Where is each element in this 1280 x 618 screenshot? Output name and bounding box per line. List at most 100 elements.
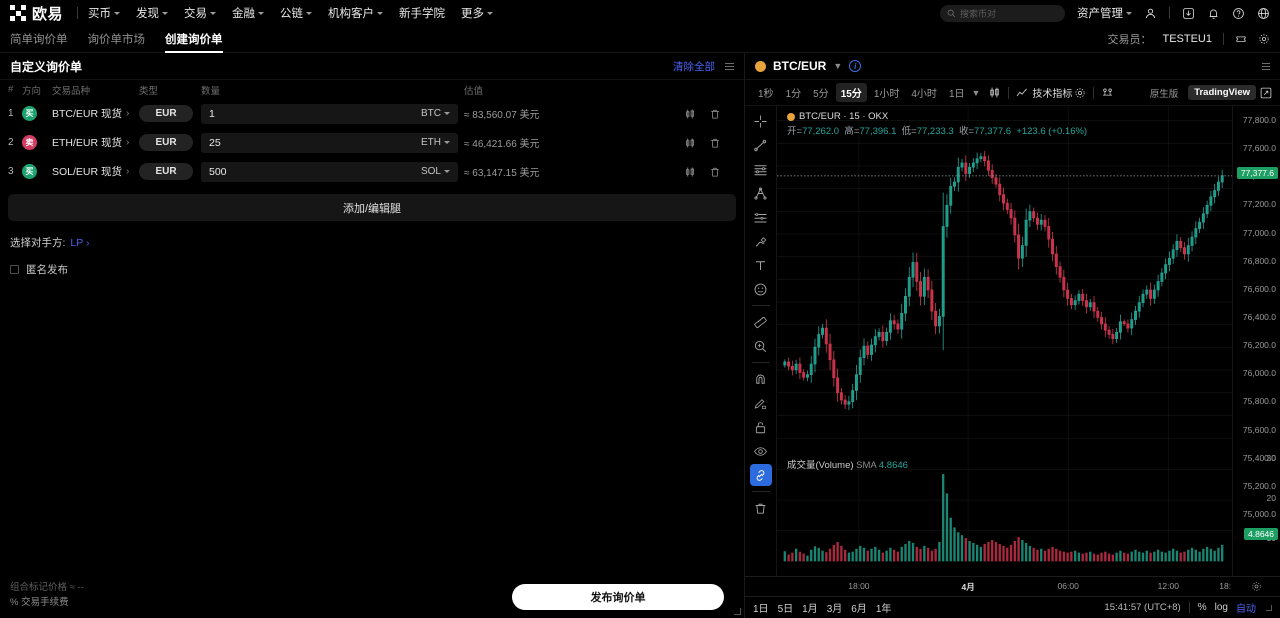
direction-badge-buy[interactable]: 买 bbox=[22, 106, 37, 121]
range-3mo[interactable]: 3月 bbox=[826, 604, 843, 615]
counterparty-selector[interactable]: LP › bbox=[70, 236, 90, 249]
anonymous-checkbox[interactable] bbox=[10, 265, 19, 274]
direction-cell[interactable]: 买 bbox=[22, 164, 52, 179]
zoom-icon[interactable] bbox=[750, 335, 772, 357]
nav-item-academy[interactable]: 新手学院 bbox=[399, 5, 445, 21]
trend-line-icon[interactable] bbox=[750, 134, 772, 156]
tab-create-rfq[interactable]: 创建询价单 bbox=[165, 26, 223, 53]
clear-all-button[interactable]: 清除全部 bbox=[673, 60, 715, 73]
nav-item-institutional[interactable]: 机构客户 bbox=[328, 5, 384, 21]
direction-badge-buy[interactable]: 买 bbox=[22, 164, 37, 179]
link-icon[interactable] bbox=[749, 464, 772, 486]
range-6mo[interactable]: 6月 bbox=[851, 604, 867, 615]
view-tab-native[interactable]: 原生版 bbox=[1149, 88, 1179, 100]
chevron-down-icon[interactable]: ▼ bbox=[833, 61, 843, 71]
brand-logo[interactable]: 欧易 bbox=[10, 3, 63, 24]
direction-cell[interactable]: 买 bbox=[22, 106, 52, 121]
range-1d[interactable]: 1日 bbox=[753, 604, 769, 615]
nav-item-more[interactable]: 更多 bbox=[461, 5, 494, 21]
type-pill[interactable]: EUR bbox=[139, 134, 193, 151]
time-axis-settings[interactable] bbox=[1232, 577, 1280, 596]
log-scale-toggle[interactable]: log bbox=[1214, 602, 1228, 613]
chart-settings-icon[interactable] bbox=[1074, 87, 1086, 99]
quantity-input[interactable]: 500 SOL bbox=[201, 161, 458, 182]
percent-scale-toggle[interactable]: % bbox=[1197, 602, 1207, 613]
ticket-icon[interactable] bbox=[1235, 33, 1247, 45]
nav-item-trade[interactable]: 交易 bbox=[184, 5, 217, 21]
ruler-icon[interactable] bbox=[750, 311, 772, 333]
candlestick-icon[interactable] bbox=[684, 166, 696, 178]
brush-icon[interactable] bbox=[750, 230, 772, 252]
publish-rfq-button[interactable]: 发布询价单 bbox=[512, 584, 724, 610]
tf-1m[interactable]: 1分 bbox=[785, 89, 802, 100]
tf-1h[interactable]: 1小时 bbox=[873, 89, 900, 100]
range-1y[interactable]: 1年 bbox=[875, 604, 892, 615]
quantity-input[interactable]: 1 BTC bbox=[201, 103, 458, 124]
chart-plot-area[interactable]: BTC/EUR · 15 · OKX 开=77,262.0 高=77,396.1… bbox=[777, 106, 1232, 576]
symbol-selector[interactable]: BTC/EUR 现货 › bbox=[52, 106, 139, 121]
tf-5m[interactable]: 5分 bbox=[813, 89, 829, 100]
delete-row-icon[interactable] bbox=[709, 137, 721, 149]
quantity-unit-dropdown[interactable]: SOL bbox=[421, 166, 450, 177]
magnet-icon[interactable] bbox=[750, 368, 772, 390]
tf-15m[interactable]: 15分 bbox=[835, 83, 867, 102]
pitchfork-icon[interactable] bbox=[750, 182, 772, 204]
delete-row-icon[interactable] bbox=[709, 108, 721, 120]
snapshot-icon[interactable] bbox=[1101, 86, 1114, 99]
user-icon[interactable] bbox=[1144, 7, 1157, 20]
range-5d[interactable]: 5日 bbox=[777, 604, 794, 615]
horizontal-lines-icon[interactable] bbox=[750, 158, 772, 180]
globe-icon[interactable] bbox=[1257, 7, 1270, 20]
technical-indicators-button[interactable]: 技术指标 bbox=[1016, 85, 1072, 100]
tf-1s[interactable]: 1秒 bbox=[758, 89, 774, 100]
resize-handle[interactable] bbox=[734, 608, 741, 615]
tab-simple-rfq[interactable]: 简单询价单 bbox=[10, 34, 68, 46]
delete-row-icon[interactable] bbox=[709, 166, 721, 178]
anonymous-publish-row[interactable]: 匿名发布 bbox=[0, 250, 744, 277]
settings-icon[interactable] bbox=[1258, 33, 1270, 45]
candlestick-icon[interactable] bbox=[684, 137, 696, 149]
lock-icon[interactable] bbox=[750, 416, 772, 438]
download-icon[interactable] bbox=[1182, 7, 1195, 20]
nav-item-buy[interactable]: 买币 bbox=[88, 5, 121, 21]
tf-4h[interactable]: 4小时 bbox=[911, 89, 937, 100]
crosshair-icon[interactable] bbox=[750, 110, 772, 132]
candlestick-icon[interactable] bbox=[684, 108, 696, 120]
add-edit-leg-button[interactable]: 添加/编辑腿 bbox=[8, 194, 736, 221]
assets-management-menu[interactable]: 资产管理 bbox=[1077, 5, 1132, 21]
tf-1d[interactable]: 1日 bbox=[948, 89, 965, 100]
text-icon[interactable] bbox=[750, 254, 772, 276]
resize-handle[interactable] bbox=[1266, 604, 1272, 611]
nav-item-finance[interactable]: 金融 bbox=[232, 5, 265, 21]
info-icon[interactable]: i bbox=[849, 60, 862, 72]
view-tab-tradingview[interactable]: TradingView bbox=[1188, 85, 1256, 100]
auto-scale-toggle[interactable]: 自动 bbox=[1236, 604, 1256, 615]
emoji-icon[interactable] bbox=[750, 278, 772, 300]
panel-menu-icon[interactable] bbox=[725, 62, 734, 70]
bell-icon[interactable] bbox=[1207, 7, 1220, 20]
tab-rfq-market[interactable]: 询价单市场 bbox=[87, 34, 146, 46]
direction-badge-sell[interactable]: 卖 bbox=[22, 135, 37, 150]
symbol-selector[interactable]: SOL/EUR 现货 › bbox=[52, 164, 139, 179]
type-pill[interactable]: EUR bbox=[139, 163, 193, 180]
type-pill[interactable]: EUR bbox=[139, 105, 193, 122]
nav-item-discover[interactable]: 发现 bbox=[136, 5, 169, 21]
chart-menu-icon[interactable] bbox=[1262, 62, 1270, 70]
nav-item-chain[interactable]: 公链 bbox=[280, 5, 313, 21]
help-icon[interactable] bbox=[1232, 7, 1245, 20]
quantity-unit-dropdown[interactable]: BTC bbox=[421, 108, 450, 119]
chevron-down-icon[interactable]: ▼ bbox=[971, 87, 981, 98]
quantity-input[interactable]: 25 ETH bbox=[201, 132, 458, 153]
direction-cell[interactable]: 卖 bbox=[22, 135, 52, 150]
search-input[interactable]: 搜索币对 bbox=[940, 4, 1065, 22]
quantity-unit-dropdown[interactable]: ETH bbox=[421, 137, 450, 148]
range-1mo[interactable]: 1月 bbox=[802, 604, 818, 615]
candlestick-type-icon[interactable] bbox=[988, 86, 1001, 99]
pencil-lock-icon[interactable] bbox=[750, 392, 772, 414]
price-axis[interactable]: 77,800.077,600.077,400.077,200.077,000.0… bbox=[1232, 106, 1280, 576]
eye-icon[interactable] bbox=[750, 440, 772, 462]
trash-icon[interactable] bbox=[750, 497, 772, 519]
symbol-selector[interactable]: ETH/EUR 现货 › bbox=[52, 135, 139, 150]
gann-box-icon[interactable] bbox=[750, 206, 772, 228]
fullscreen-icon[interactable] bbox=[1260, 87, 1272, 99]
